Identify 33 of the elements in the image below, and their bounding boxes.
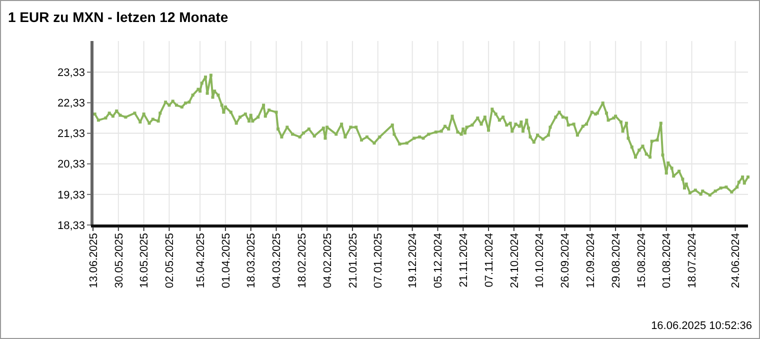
x-tick-label: 04.02.2025 — [322, 233, 334, 288]
x-tick-label: 10.10.2024 — [534, 233, 546, 288]
x-tick-label: 18.07.2024 — [686, 233, 699, 288]
y-tick-label: 23,33 — [57, 67, 85, 80]
text: 16.06.2025 10:52:36 — [651, 320, 752, 332]
x-tick-label: 24.10.2024 — [508, 233, 521, 288]
x-tick-label: 07.11.2024 — [483, 233, 496, 288]
x-tick-label: 07.01.2025 — [372, 233, 385, 288]
x-tick-label: 18.03.2025 — [246, 233, 258, 288]
x-tick-label: 24.06.2024 — [730, 233, 742, 288]
y-tick-label: 18,33 — [57, 220, 85, 232]
x-tick-label: 12.09.2024 — [584, 233, 597, 288]
x-tick-label: 29.08.2024 — [610, 233, 622, 288]
x-tick-label: 02.05.2025 — [164, 233, 176, 288]
x-tick-label: 16.05.2025 — [138, 233, 151, 288]
x-tick-label: 21.11.2024 — [458, 233, 470, 288]
x-tick-label: 01.08.2024 — [661, 233, 674, 288]
y-tick-label: 20,33 — [57, 158, 85, 171]
chart-title: 1 EUR zu MXN - letzen 12 Monate — [8, 9, 228, 25]
y-tick-label: 21,33 — [57, 128, 85, 140]
y-tick-label: 19,33 — [57, 189, 85, 202]
x-tick-label: 04.03.2025 — [271, 233, 284, 288]
x-tick-label: 05.12.2024 — [432, 233, 445, 288]
y-tick-label: 22,33 — [57, 98, 85, 110]
x-tick-label: 01.04.2025 — [220, 233, 232, 288]
x-tick-label: 15.08.2024 — [636, 233, 648, 288]
x-tick-label: 21.01.2025 — [347, 233, 360, 288]
x-tick-label: 15.04.2025 — [194, 233, 207, 288]
x-tick-label: 18.02.2025 — [296, 233, 309, 288]
x-tick-label: 30.05.2025 — [113, 233, 126, 288]
x-tick-label: 19.12.2024 — [407, 233, 420, 288]
x-tick-label: 26.09.2024 — [560, 233, 572, 288]
x-tick-label: 13.06.2025 — [88, 233, 100, 288]
